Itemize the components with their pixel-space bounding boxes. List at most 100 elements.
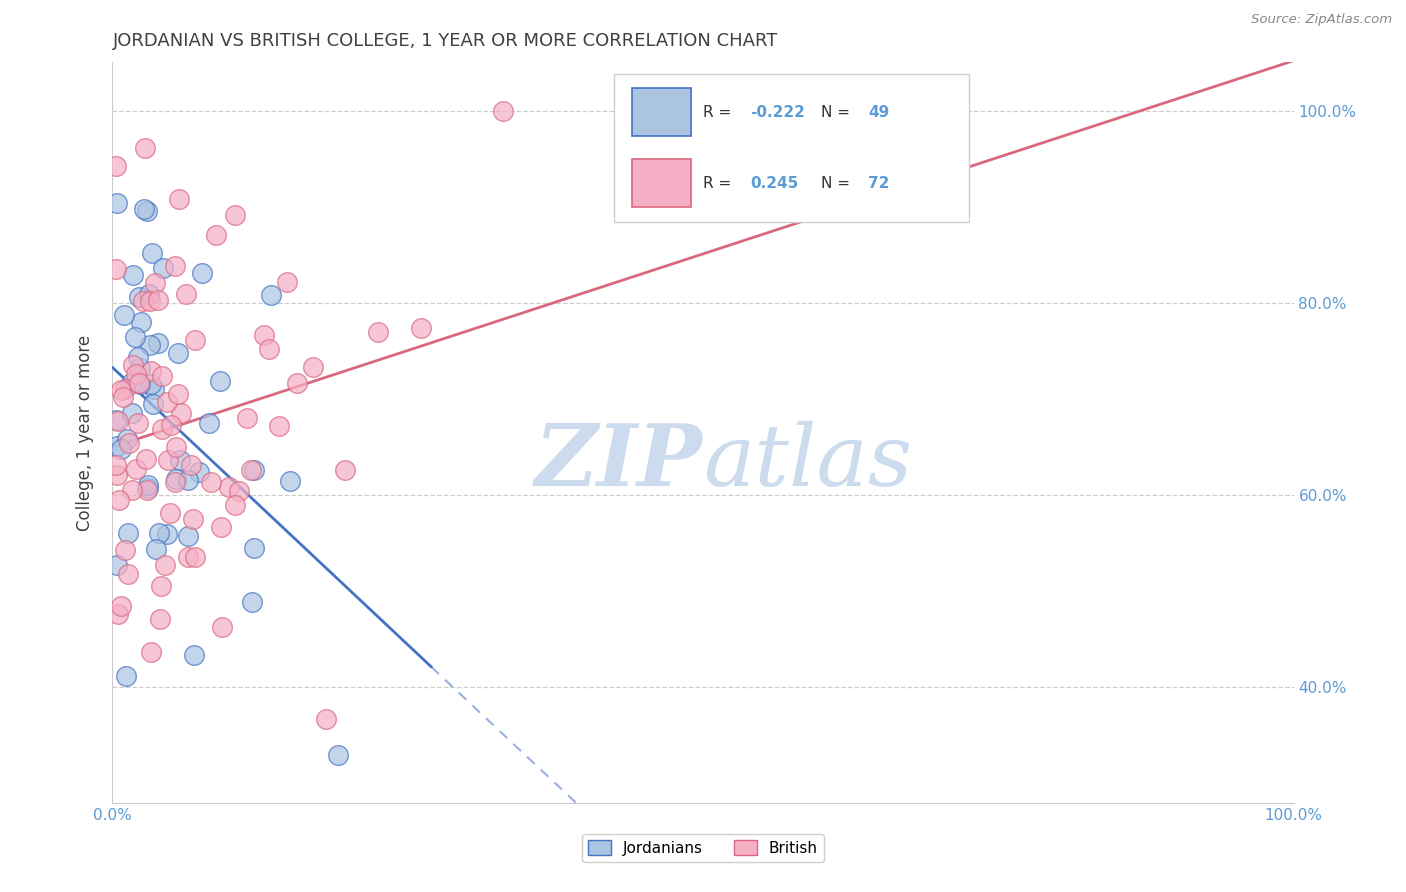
Point xyxy=(136,481,159,495)
Point xyxy=(148,293,170,307)
Point xyxy=(105,159,128,173)
Point xyxy=(115,669,138,683)
Point xyxy=(128,377,150,392)
Point xyxy=(107,607,129,621)
Point xyxy=(105,413,128,427)
Point xyxy=(120,376,142,391)
Point xyxy=(169,452,191,467)
Point xyxy=(146,336,169,351)
Point xyxy=(112,308,135,322)
Point xyxy=(121,406,143,420)
Point xyxy=(409,321,432,335)
Point xyxy=(105,458,128,473)
Point xyxy=(122,358,145,372)
Point xyxy=(127,350,149,364)
Point xyxy=(176,473,198,487)
Point xyxy=(128,376,150,390)
Point xyxy=(236,411,259,425)
Point xyxy=(115,433,138,447)
Point xyxy=(150,422,173,436)
Point xyxy=(259,288,281,302)
Point xyxy=(796,201,818,215)
Point xyxy=(257,342,280,356)
Point xyxy=(209,519,232,533)
Point xyxy=(138,338,160,352)
Point xyxy=(110,599,132,614)
Point xyxy=(276,275,298,289)
Point xyxy=(112,390,135,404)
Point xyxy=(200,475,222,489)
Point xyxy=(183,648,205,662)
Point xyxy=(136,478,159,492)
Point xyxy=(132,293,155,308)
Point xyxy=(127,416,149,430)
Point xyxy=(110,442,132,456)
Point xyxy=(117,525,139,540)
Point xyxy=(326,747,349,762)
Point xyxy=(187,465,209,479)
FancyBboxPatch shape xyxy=(633,159,692,207)
Point xyxy=(224,208,246,222)
Point xyxy=(139,645,162,659)
Point xyxy=(105,262,128,277)
Point xyxy=(208,374,231,388)
Point xyxy=(167,387,190,401)
Text: R =: R = xyxy=(703,104,737,120)
Point xyxy=(165,472,187,486)
Text: N =: N = xyxy=(821,176,855,191)
Point xyxy=(169,406,191,420)
Point xyxy=(135,452,157,467)
Text: 0.245: 0.245 xyxy=(751,176,799,191)
Point xyxy=(105,558,128,573)
Point xyxy=(240,595,263,609)
Point xyxy=(153,558,176,572)
Point xyxy=(177,529,200,543)
Point xyxy=(110,384,132,398)
Point xyxy=(145,542,167,557)
Point xyxy=(139,376,162,391)
Point xyxy=(105,467,128,482)
FancyBboxPatch shape xyxy=(633,88,692,136)
Point xyxy=(141,364,163,378)
Point xyxy=(367,326,389,340)
Point xyxy=(132,202,155,216)
Point xyxy=(129,361,152,376)
Point xyxy=(149,612,172,626)
Point xyxy=(138,287,160,301)
Point xyxy=(180,458,202,472)
Point xyxy=(121,483,143,498)
Point xyxy=(148,526,170,541)
Point xyxy=(181,511,204,525)
Point xyxy=(143,277,166,291)
Text: R =: R = xyxy=(703,176,737,191)
Point xyxy=(134,141,156,155)
Point xyxy=(114,382,136,396)
Point xyxy=(183,549,205,564)
Point xyxy=(125,367,148,381)
Point xyxy=(211,620,233,634)
Point xyxy=(167,193,190,207)
Point xyxy=(117,567,139,582)
Text: -0.222: -0.222 xyxy=(751,104,806,120)
Text: Source: ZipAtlas.com: Source: ZipAtlas.com xyxy=(1251,13,1392,27)
Point xyxy=(183,333,205,347)
Point xyxy=(269,418,291,433)
Point xyxy=(160,418,183,433)
Point xyxy=(107,414,129,428)
Point xyxy=(253,328,276,343)
Point xyxy=(315,712,337,726)
Point xyxy=(174,287,197,301)
Point xyxy=(124,330,146,344)
Point xyxy=(118,435,141,450)
Text: ZIP: ZIP xyxy=(536,420,703,504)
Point xyxy=(139,293,162,308)
Point xyxy=(239,463,262,477)
Point xyxy=(177,549,200,564)
Point xyxy=(114,542,136,557)
Point xyxy=(156,395,179,409)
Point xyxy=(165,259,187,273)
Point xyxy=(243,541,266,556)
Point xyxy=(333,463,356,477)
Text: JORDANIAN VS BRITISH COLLEGE, 1 YEAR OR MORE CORRELATION CHART: JORDANIAN VS BRITISH COLLEGE, 1 YEAR OR … xyxy=(112,32,778,50)
Point xyxy=(197,417,219,431)
